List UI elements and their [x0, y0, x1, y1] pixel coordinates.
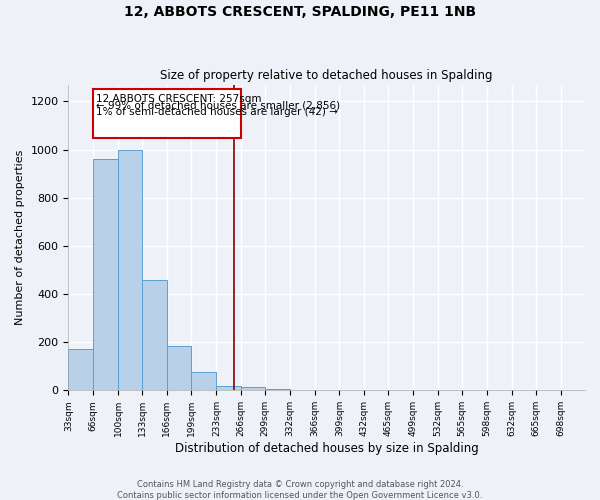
Bar	[118, 150, 142, 390]
Text: Contains HM Land Registry data © Crown copyright and database right 2024.
Contai: Contains HM Land Registry data © Crown c…	[118, 480, 482, 500]
Bar	[93, 159, 118, 390]
Bar	[191, 372, 217, 390]
Bar	[142, 280, 167, 390]
Bar	[167, 346, 191, 391]
Bar	[217, 386, 241, 390]
Bar	[68, 350, 93, 391]
Text: ← 99% of detached houses are smaller (2,856): ← 99% of detached houses are smaller (2,…	[96, 101, 340, 111]
Text: 1% of semi-detached houses are larger (42) →: 1% of semi-detached houses are larger (4…	[96, 108, 338, 118]
Y-axis label: Number of detached properties: Number of detached properties	[15, 150, 25, 325]
Text: 12, ABBOTS CRESCENT, SPALDING, PE11 1NB: 12, ABBOTS CRESCENT, SPALDING, PE11 1NB	[124, 5, 476, 19]
Text: 12 ABBOTS CRESCENT: 257sqm: 12 ABBOTS CRESCENT: 257sqm	[96, 94, 261, 104]
FancyBboxPatch shape	[93, 90, 241, 138]
X-axis label: Distribution of detached houses by size in Spalding: Distribution of detached houses by size …	[175, 442, 479, 455]
Bar	[241, 386, 265, 390]
Title: Size of property relative to detached houses in Spalding: Size of property relative to detached ho…	[160, 69, 493, 82]
Bar	[265, 389, 290, 390]
